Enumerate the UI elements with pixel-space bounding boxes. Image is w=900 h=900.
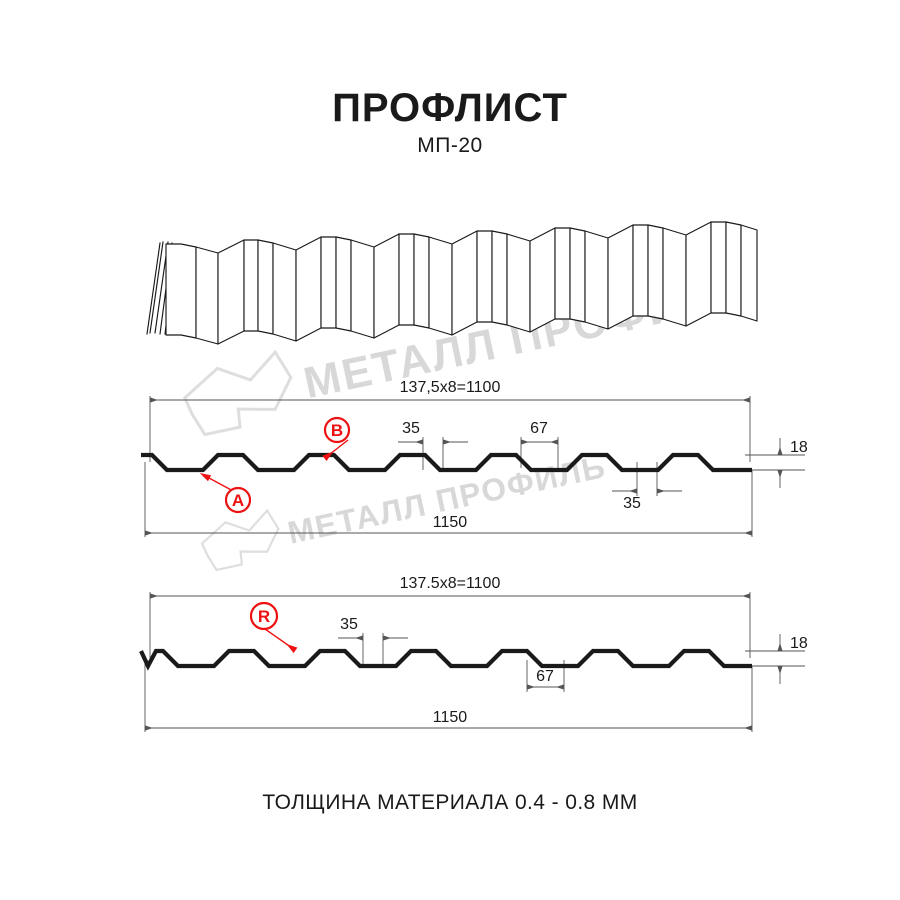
profile-section-front: 137,5x8=1100 1150 35 67 xyxy=(141,379,808,537)
dim-label-overall-width-bottom: 1150 xyxy=(433,709,468,726)
dim-height-18-top xyxy=(745,438,805,488)
page-subtitle: МП-20 xyxy=(417,134,483,157)
watermark-logo-1 xyxy=(182,349,293,437)
dim-height-18-bottom xyxy=(745,634,805,684)
material-thickness-note: ТОЛЩИНА МАТЕРИАЛА 0.4 - 0.8 ММ xyxy=(262,791,638,814)
marker-b: B xyxy=(322,416,351,462)
dim-label-height-18-bottom: 18 xyxy=(790,635,808,652)
profile-outline-bottom xyxy=(139,648,752,671)
dim-label-pitch-total-top: 137,5x8=1100 xyxy=(400,379,501,396)
watermark-label-2: МЕТАЛЛ ПРОФИЛЬ xyxy=(284,448,609,551)
profile-section-back: 137.5x8=1100 1150 35 67 xyxy=(139,575,808,732)
dim-label-height-18-top: 18 xyxy=(790,439,808,456)
sheet-corrugations xyxy=(165,221,758,345)
marker-r-label: R xyxy=(258,607,270,626)
page-title: ПРОФЛИСТ xyxy=(332,86,568,130)
marker-r: R xyxy=(249,601,298,654)
dim-flat-top-35-bottom xyxy=(338,633,408,665)
dim-label-flat-top-35: 35 xyxy=(402,420,420,437)
dim-overall-width-top xyxy=(144,462,753,537)
profile-outline-top xyxy=(141,452,752,473)
dim-overall-width-bottom xyxy=(144,658,753,732)
dim-label-pitch-total-bottom: 137.5x8=1100 xyxy=(400,575,501,592)
marker-b-label: B xyxy=(331,421,343,440)
dim-label-flat-bottom-67-bottom: 67 xyxy=(536,668,554,685)
watermark-logo-2 xyxy=(200,508,280,572)
dim-label-flat-bottom-67: 67 xyxy=(530,420,548,437)
dim-pitch-total-top xyxy=(149,396,751,462)
dim-rib-gap-35 xyxy=(612,462,682,496)
isometric-sheet-view xyxy=(146,221,758,345)
marker-a: A xyxy=(199,473,252,514)
dim-label-rib-gap-35: 35 xyxy=(623,495,641,512)
dim-label-overall-width-top: 1150 xyxy=(433,514,468,531)
marker-a-label: A xyxy=(232,491,244,510)
dim-pitch-total-bottom xyxy=(149,592,751,658)
dim-label-flat-top-35-bottom: 35 xyxy=(340,616,358,633)
